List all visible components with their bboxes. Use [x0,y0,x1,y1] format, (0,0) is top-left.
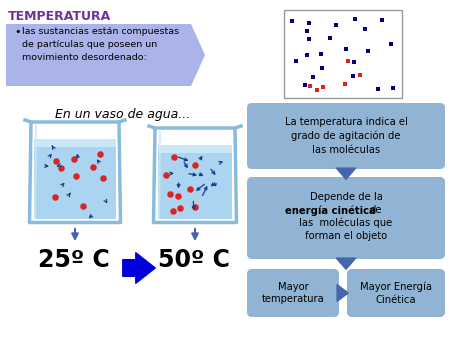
FancyBboxPatch shape [247,103,445,169]
Bar [34,139,116,147]
Point [71,157,78,162]
Point [96,152,104,157]
Text: forman el objeto: forman el objeto [305,231,387,241]
Point [73,173,80,179]
FancyBboxPatch shape [284,10,402,98]
Point [288,18,296,24]
FancyArrowPatch shape [336,168,356,179]
Point [344,59,352,64]
Point [326,36,334,41]
Point [51,194,59,200]
Point [100,175,107,181]
FancyBboxPatch shape [247,269,339,317]
Point [170,154,177,160]
Point [342,47,349,52]
FancyBboxPatch shape [347,269,445,317]
Point [305,36,313,42]
Bar [158,153,232,219]
Point [191,162,199,168]
Point [374,87,382,92]
Point [303,52,310,58]
Point [350,73,357,78]
Text: Mayor Energía
Cinética: Mayor Energía Cinética [360,282,432,305]
Point [162,173,169,178]
Point [292,58,300,64]
Text: TEMPERATURA: TEMPERATURA [8,10,111,23]
Point [301,82,309,88]
Bar [34,147,116,219]
Text: •: • [14,27,20,37]
FancyArrowPatch shape [123,253,155,283]
Point [306,83,313,89]
Point [169,208,177,214]
Text: Depende de la: Depende de la [310,192,383,202]
Point [309,75,316,80]
Point [361,26,369,32]
Point [378,17,386,22]
Point [319,65,326,71]
Point [79,203,86,209]
Point [176,205,184,211]
Point [174,193,182,199]
Bar [158,145,232,153]
Point [314,87,321,93]
FancyArrowPatch shape [336,258,356,269]
Point [332,22,339,28]
Point [303,28,310,34]
Polygon shape [6,24,205,86]
Point [186,186,194,192]
FancyBboxPatch shape [247,177,445,259]
Point [389,85,397,91]
Point [356,72,364,78]
Point [89,164,97,170]
Point [351,16,359,21]
FancyArrowPatch shape [337,285,348,301]
Point [317,51,325,56]
Text: En un vaso de agua...: En un vaso de agua... [55,108,190,121]
Text: La temperatura indica el
grado de agitación de
las moléculas: La temperatura indica el grado de agitac… [284,117,408,155]
Point [350,59,357,65]
Text: de: de [370,205,382,215]
Text: las  moléculas que: las moléculas que [300,218,392,229]
Point [306,21,313,26]
Point [387,41,394,47]
Text: 25º C: 25º C [38,248,110,272]
Text: energía cinética: energía cinética [284,205,375,215]
Point [57,165,65,171]
Point [166,191,174,197]
Text: Mayor
temperatura: Mayor temperatura [262,282,324,304]
Text: las sustancias están compuestas
de partículas que poseen un
movimiento desordena: las sustancias están compuestas de partí… [22,27,179,62]
Text: 50º C: 50º C [158,248,230,272]
Point [52,158,60,164]
Point [364,48,372,54]
Point [319,84,327,90]
Point [191,204,199,210]
Point [341,81,349,87]
